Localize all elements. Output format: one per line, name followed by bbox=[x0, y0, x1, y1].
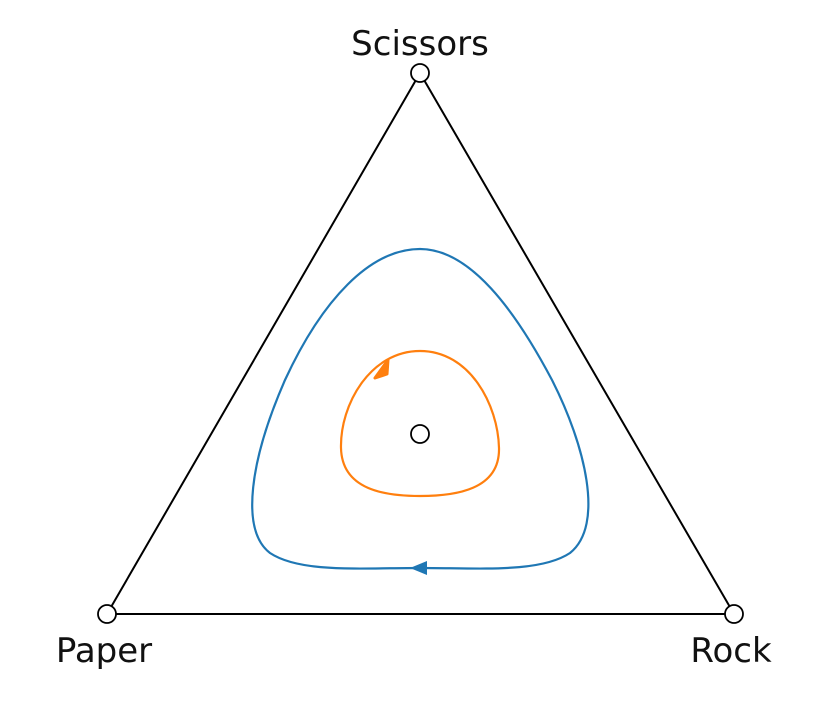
scissors-label: Scissors bbox=[351, 24, 489, 64]
inner-orbit-arrow bbox=[373, 358, 390, 380]
paper-vertex-marker bbox=[97, 604, 117, 624]
paper-label: Paper bbox=[56, 631, 152, 671]
rock-vertex-marker bbox=[724, 604, 744, 624]
simplex-triangle bbox=[105, 71, 736, 615]
outer-orbit-arrow bbox=[410, 561, 427, 575]
inner-orbit bbox=[339, 349, 501, 498]
equilibrium-point bbox=[410, 424, 430, 444]
outer-orbit bbox=[251, 247, 590, 570]
rock-label: Rock bbox=[690, 631, 772, 671]
scissors-vertex-marker bbox=[410, 63, 430, 83]
